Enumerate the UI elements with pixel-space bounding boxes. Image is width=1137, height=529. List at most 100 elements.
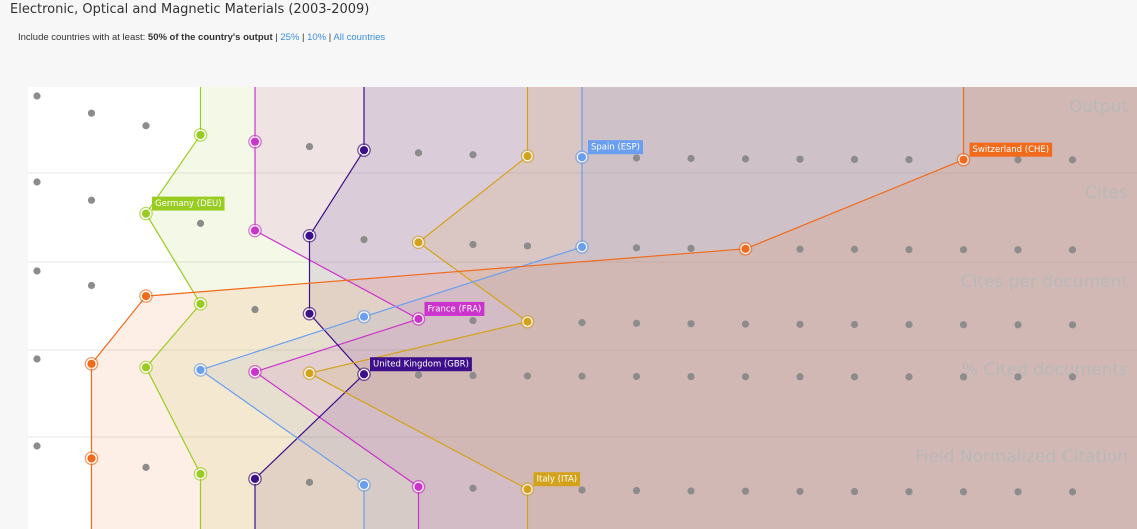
dot	[1068, 156, 1077, 164]
country-dot-ring	[357, 367, 371, 382]
dot	[632, 372, 641, 381]
country-dot	[86, 453, 97, 464]
country-dot-ring	[411, 235, 426, 250]
dot	[469, 484, 477, 492]
country-dot-ring	[139, 206, 153, 221]
dot	[741, 487, 750, 495]
dot	[741, 373, 750, 381]
country-dot	[576, 152, 588, 163]
country-dot	[249, 473, 261, 484]
dot	[87, 109, 96, 117]
dot	[687, 244, 695, 253]
country-dot-ring	[302, 228, 317, 243]
country-dot	[358, 479, 370, 491]
dot	[741, 320, 750, 328]
country-dot	[140, 290, 152, 302]
country-dot	[522, 316, 533, 327]
dot	[87, 281, 96, 290]
dot	[1014, 373, 1022, 381]
country-dot-ring	[411, 312, 426, 326]
country-label: Spain (ESP)	[588, 140, 643, 155]
country-dot	[576, 241, 588, 253]
metric-label: Field Normalized Citation	[915, 447, 1128, 467]
country-dot-ring	[357, 478, 371, 492]
country-dot-ring	[357, 309, 371, 324]
dot	[632, 486, 641, 495]
metric-label: % Cited documents	[962, 360, 1128, 380]
dot	[1068, 246, 1077, 254]
dot	[469, 371, 477, 380]
country-dot	[249, 366, 261, 377]
dot	[850, 373, 859, 381]
dot	[850, 155, 859, 164]
country-dot	[958, 154, 969, 165]
label-bg	[424, 301, 485, 316]
label-bg	[370, 357, 472, 372]
dot	[905, 245, 913, 254]
country-dot	[413, 313, 424, 325]
label-bg	[533, 472, 581, 487]
dot	[1068, 373, 1077, 381]
country-dot	[740, 243, 751, 254]
dot	[905, 373, 913, 381]
country-dot	[358, 311, 370, 322]
dot	[33, 267, 41, 275]
dot	[850, 320, 859, 329]
country-dot	[522, 484, 533, 495]
dot	[1068, 321, 1077, 329]
label-bg	[588, 140, 643, 155]
dot	[1014, 156, 1022, 164]
country-dot-ring	[520, 314, 535, 329]
filter-link[interactable]: All countries	[333, 32, 386, 43]
country-dot	[304, 230, 315, 241]
country-dot-ring	[520, 482, 535, 497]
dot	[469, 151, 477, 159]
dot	[687, 320, 695, 328]
country-dot	[249, 225, 261, 236]
label-bg	[152, 196, 225, 211]
country-dot	[195, 298, 206, 309]
country-dot	[140, 362, 152, 373]
dot	[1014, 321, 1022, 329]
dot	[578, 486, 586, 494]
country-dot-ring	[84, 357, 99, 371]
country-dot-ring	[193, 467, 208, 481]
dot	[687, 154, 695, 163]
filter-selected[interactable]: 50% of the country's output	[147, 32, 273, 43]
dot	[87, 196, 96, 204]
dot	[959, 246, 968, 254]
country-dot-ring	[411, 480, 426, 494]
filter-link[interactable]: 25%	[280, 32, 300, 43]
dot	[414, 371, 423, 379]
dot	[905, 321, 913, 329]
filter-link[interactable]: 10%	[307, 32, 327, 43]
dot	[414, 149, 423, 157]
country-dot-ring	[193, 297, 208, 311]
filter-bar: Include countries with at least: 50% of …	[18, 32, 386, 43]
label-text: France (FRA)	[428, 304, 482, 314]
dot	[905, 488, 913, 496]
label-text: United Kingdom (GBR)	[373, 360, 469, 370]
country-dot-ring	[84, 451, 99, 466]
country-dot-ring	[139, 289, 153, 303]
dot	[632, 154, 641, 162]
dot	[578, 319, 586, 327]
dot	[959, 488, 968, 496]
country-dot	[195, 468, 206, 480]
country-dot	[304, 308, 315, 319]
country-dot	[413, 481, 424, 492]
label-text: Italy (ITA)	[537, 475, 578, 485]
dot	[1014, 246, 1022, 254]
label-text: Germany (DEU)	[155, 199, 222, 209]
dot	[796, 320, 804, 328]
country-dot	[195, 364, 206, 376]
dot	[523, 372, 532, 380]
country-dot-ring	[248, 223, 262, 238]
country-dot	[522, 151, 533, 162]
dot	[33, 92, 41, 100]
dot	[142, 463, 150, 471]
dot	[632, 244, 641, 252]
label-text: Spain (ESP)	[591, 143, 640, 153]
